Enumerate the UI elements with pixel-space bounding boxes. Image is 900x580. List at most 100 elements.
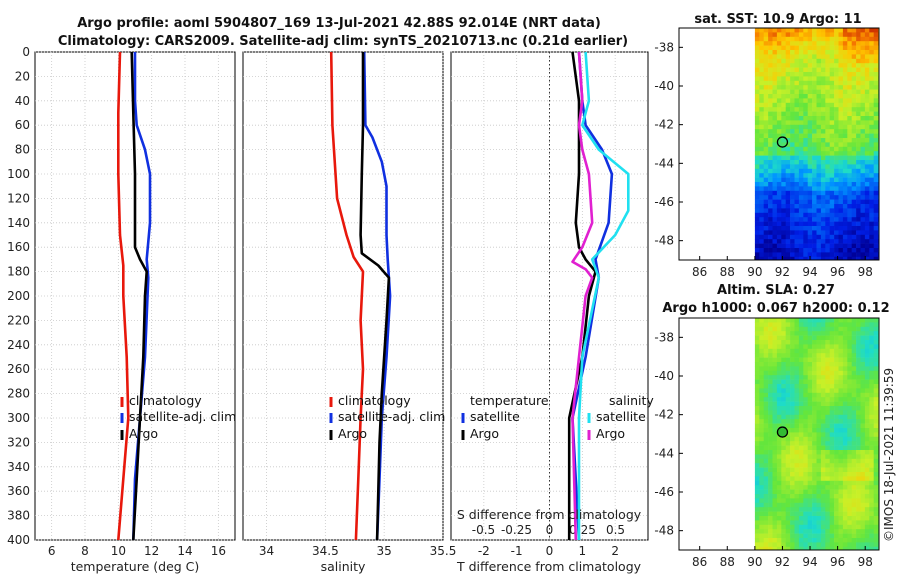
map-cell (798, 186, 804, 192)
map-cell (763, 239, 769, 244)
map-cell (781, 414, 786, 420)
map-cell (842, 177, 848, 183)
map-cell (864, 80, 870, 86)
map-cell (785, 335, 791, 341)
map-cell (803, 98, 808, 104)
map-cell (873, 28, 879, 33)
map-cell (825, 419, 830, 424)
map-cell (798, 392, 804, 398)
map-cell (798, 45, 804, 51)
map-cell (798, 467, 804, 473)
map-cell (816, 186, 822, 192)
map-cell (829, 76, 835, 82)
map-cell (869, 221, 874, 227)
map-cell (776, 32, 782, 38)
map-cell (851, 120, 857, 126)
map-cell (794, 524, 800, 530)
map-cell (864, 217, 870, 222)
map-cell (847, 524, 852, 530)
map-cell (869, 256, 874, 260)
map-cell (798, 63, 804, 68)
map-cell (856, 120, 861, 126)
map-cell (851, 212, 857, 218)
map-cell (790, 432, 795, 438)
map-cell (838, 230, 844, 236)
map-cell (812, 362, 817, 367)
map-cell (873, 50, 879, 55)
map-cell (838, 507, 844, 512)
map-cell (754, 133, 760, 139)
map-cell (790, 160, 795, 165)
map-cell (869, 445, 874, 451)
map-cell (842, 67, 848, 73)
map-cell (790, 397, 795, 402)
map-cell (842, 116, 848, 121)
map-cell (772, 379, 778, 385)
map-cell (759, 511, 764, 517)
map-cell (794, 221, 800, 227)
map-cell (794, 326, 800, 332)
map-cell (873, 248, 879, 253)
map-cell (820, 318, 826, 323)
map-cell (763, 450, 769, 455)
map-cell (790, 340, 795, 345)
map-cell (790, 80, 795, 86)
map-cell (807, 388, 813, 394)
map-cell (873, 89, 879, 95)
map-cell (768, 120, 773, 126)
map-cell (803, 463, 808, 468)
map-cell (776, 107, 782, 112)
x-tick-label: 0 (546, 544, 554, 558)
map-cell (759, 502, 764, 508)
map-cell (834, 41, 839, 46)
map-cell (856, 98, 861, 104)
map-cell (759, 538, 764, 543)
map-cell (869, 406, 874, 411)
map-cell (873, 221, 879, 227)
map-cell (834, 357, 839, 363)
map-cell (834, 243, 839, 249)
map-cell (869, 529, 874, 534)
map-cell (781, 160, 786, 165)
map-cell (790, 182, 795, 187)
map-cell (776, 467, 782, 473)
map-cell (869, 63, 874, 68)
map-cell (851, 485, 857, 490)
map-cell (785, 480, 791, 486)
map-cell (834, 463, 839, 468)
map-cell (781, 494, 786, 499)
map-cell (759, 155, 764, 161)
map-cell (869, 524, 874, 530)
map-cell (864, 67, 870, 73)
legend-argo-label: Argo (338, 426, 367, 441)
x-tick-label: 34.5 (312, 544, 339, 558)
map-cell (768, 344, 773, 350)
map-cell (869, 335, 874, 341)
map-cell (803, 326, 808, 332)
map-cell (864, 138, 870, 143)
map-cell (838, 217, 844, 222)
map-cell (781, 370, 786, 376)
map-cell (816, 419, 822, 424)
map-cell (759, 28, 764, 33)
map-cell (790, 129, 795, 134)
map-cell (768, 248, 773, 253)
map-cell (847, 168, 852, 174)
map-cell (781, 406, 786, 411)
map-cell (873, 98, 879, 104)
map-cell (763, 54, 769, 60)
map-cell (851, 498, 857, 504)
map-cell (856, 340, 861, 345)
map-cell (847, 335, 852, 341)
map-cell (781, 226, 786, 231)
map-cell (816, 450, 822, 455)
map-cell (785, 102, 791, 108)
map-cell (847, 221, 852, 227)
map-cell (864, 326, 870, 332)
map-cell (798, 379, 804, 385)
map-cell (812, 423, 817, 429)
map-cell (869, 67, 874, 73)
map-cell (851, 357, 857, 363)
map-cell (768, 348, 773, 354)
map-cell (768, 542, 773, 548)
